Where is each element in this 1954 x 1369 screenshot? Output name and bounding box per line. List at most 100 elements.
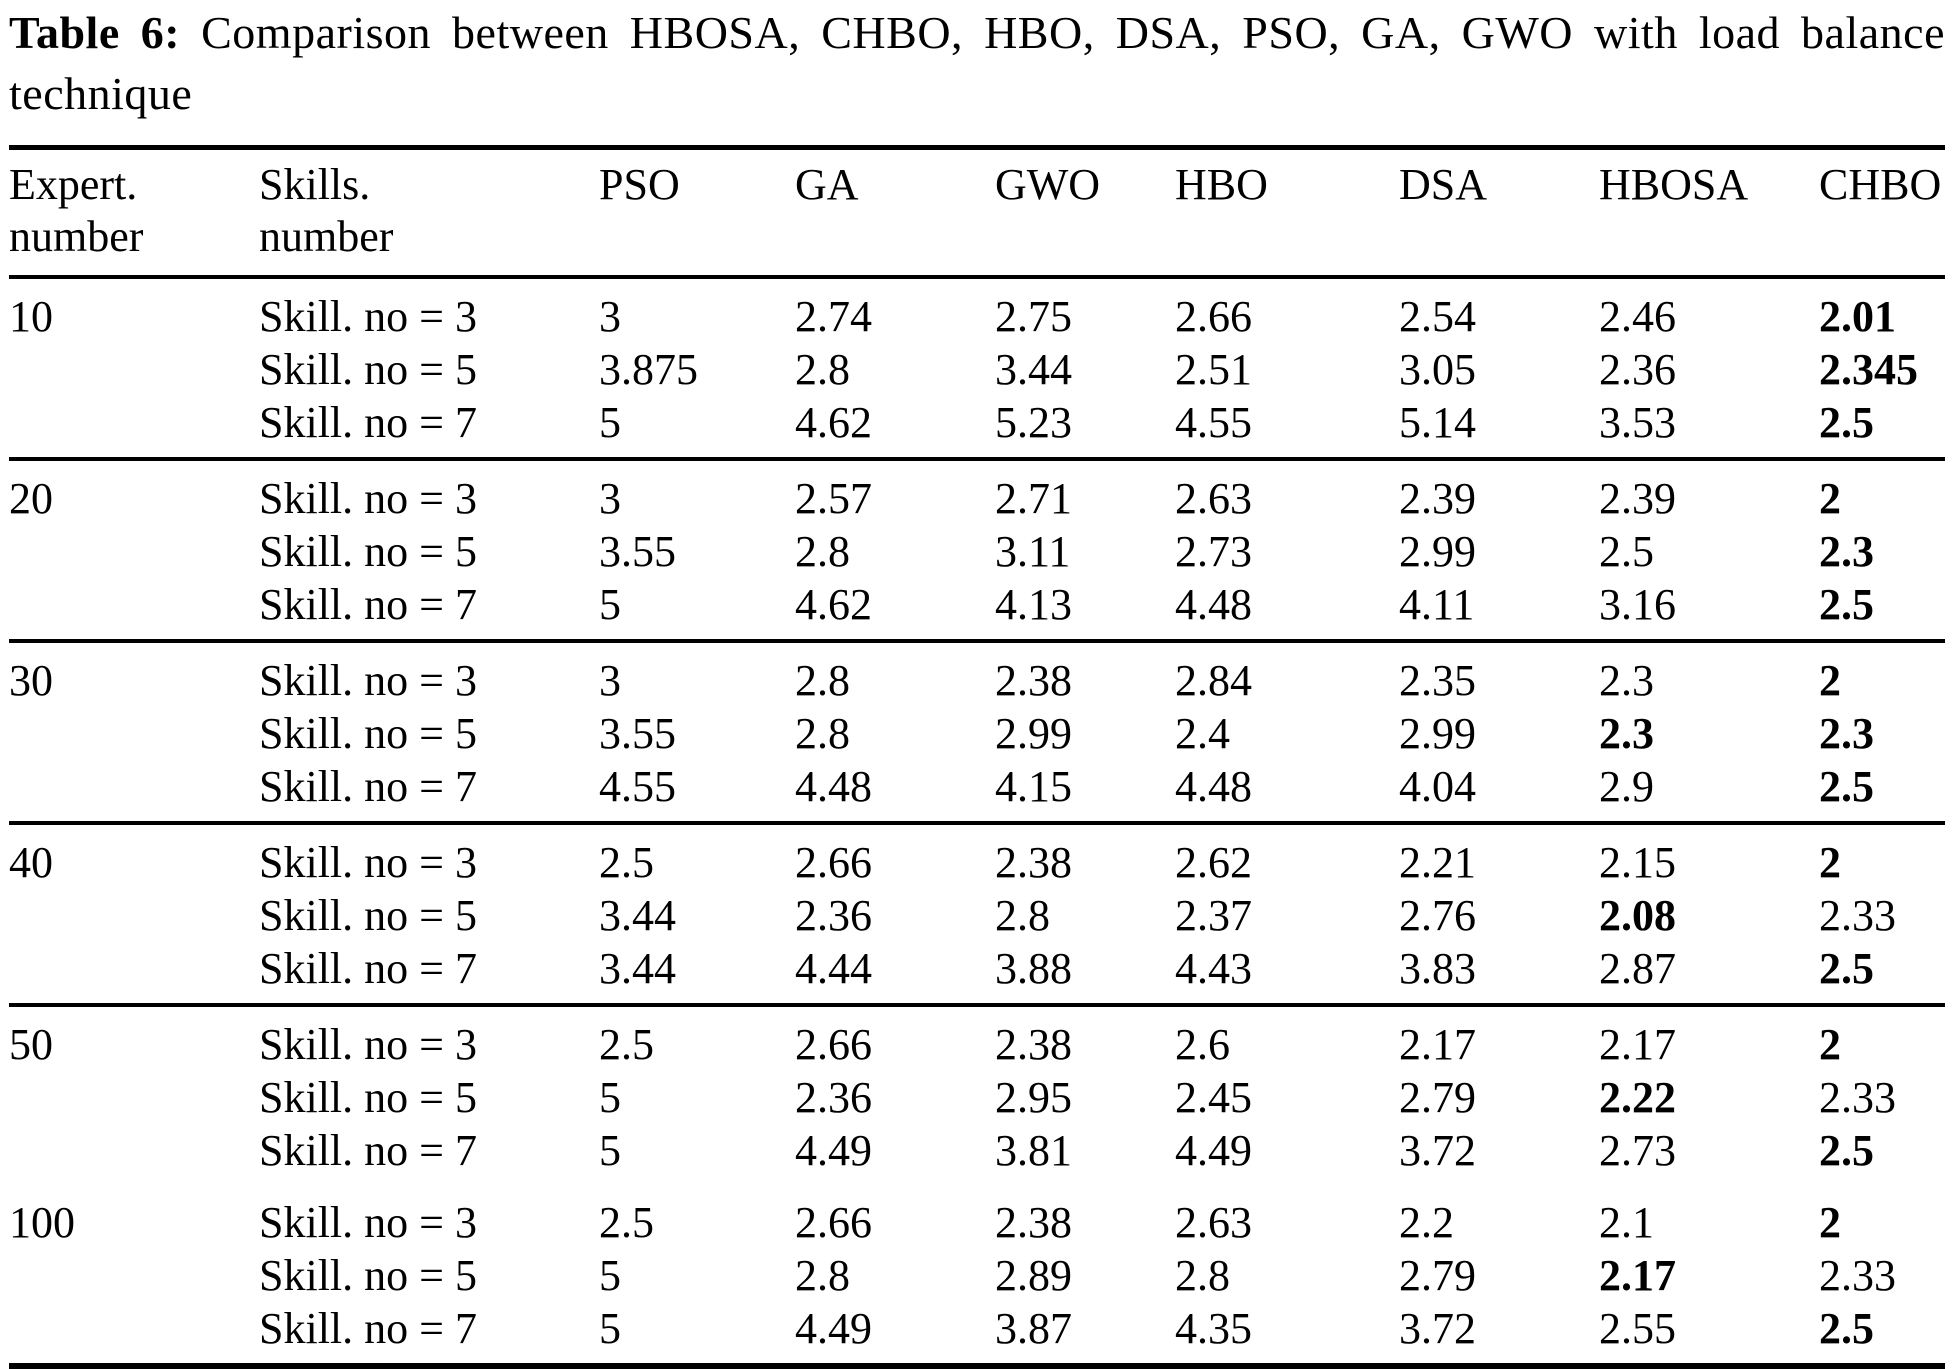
value-cell-chbo: 2 [1819,1198,1841,1247]
value-cell-chbo: 2.345 [1819,345,1918,394]
col-header-dsa: DSA [1399,147,1599,279]
value-cell-dsa: 3.72 [1399,1304,1476,1353]
value-cell-hbosa: 2.73 [1599,1126,1676,1175]
value-cell-gwo: 3.87 [995,1304,1072,1353]
value-cell-ga: 4.49 [795,1126,872,1175]
value-cell-hbo: 4.35 [1175,1304,1252,1353]
table-row: Skill. no = 7 3.44 4.44 3.88 4.43 3.83 2.87 2.5 [9,942,1945,1005]
value-cell-gwo: 2.89 [995,1251,1072,1300]
skills-number-cell: Skill. no = 7 [259,944,477,993]
value-cell-hbosa: 2.36 [1599,345,1676,394]
skills-number-cell: Skill. no = 7 [259,398,477,447]
value-cell-hbo: 2.6 [1175,1020,1230,1069]
table-row: 20 Skill. no = 3 3 2.57 2.71 2.63 2.39 2.39 2 [9,459,1945,525]
value-cell-chbo: 2.01 [1819,292,1896,341]
value-cell-pso: 2.5 [599,838,654,887]
value-cell-hbosa: 2.22 [1599,1073,1676,1122]
value-cell-hbo: 2.84 [1175,656,1252,705]
value-cell-pso: 3.875 [599,345,698,394]
table-row: Skill. no = 5 5 2.8 2.89 2.8 2.79 2.17 2.33 [9,1249,1945,1302]
value-cell-dsa: 2.79 [1399,1073,1476,1122]
table-row: Skill. no = 5 3.44 2.36 2.8 2.37 2.76 2.08 2.33 [9,889,1945,942]
value-cell-hbosa: 2.17 [1599,1251,1676,1300]
value-cell-dsa: 2.99 [1399,527,1476,576]
value-cell-dsa: 3.83 [1399,944,1476,993]
skills-number-cell: Skill. no = 7 [259,1304,477,1353]
table-caption: Table 6: Comparison between HBOSA, CHBO,… [9,2,1945,124]
table-row: Skill. no = 7 5 4.49 3.81 4.49 3.72 2.73 2.5 [9,1124,1945,1185]
value-cell-pso: 5 [599,1304,621,1353]
value-cell-pso: 4.55 [599,762,676,811]
value-cell-hbosa: 2.3 [1599,709,1654,758]
value-cell-gwo: 2.8 [995,891,1050,940]
value-cell-hbosa: 2.15 [1599,838,1676,887]
value-cell-dsa: 5.14 [1399,398,1476,447]
value-cell-ga: 2.8 [795,527,850,576]
value-cell-hbosa: 3.53 [1599,398,1676,447]
value-cell-dsa: 2.21 [1399,838,1476,887]
value-cell-ga: 2.8 [795,345,850,394]
table-row: Skill. no = 5 3.875 2.8 3.44 2.51 3.05 2.36 2.3… [9,343,1945,396]
table-row: 40 Skill. no = 3 2.5 2.66 2.38 2.62 2.21 2.15 2 [9,823,1945,889]
expert-group-40: 40 Skill. no = 3 2.5 2.66 2.38 2.62 2.21 2.15 2 S… [9,823,1945,1005]
skills-number-cell: Skill. no = 5 [259,891,477,940]
skills-number-cell: Skill. no = 7 [259,1126,477,1175]
value-cell-ga: 2.36 [795,891,872,940]
skills-number-cell: Skill. no = 3 [259,1020,477,1069]
value-cell-hbo: 2.45 [1175,1073,1252,1122]
table-row: Skill. no = 5 3.55 2.8 2.99 2.4 2.99 2.3 2.3 [9,707,1945,760]
value-cell-dsa: 2.35 [1399,656,1476,705]
value-cell-hbosa: 2.3 [1599,656,1654,705]
value-cell-gwo: 4.15 [995,762,1072,811]
table-row: Skill. no = 7 5 4.49 3.87 4.35 3.72 2.55 2.5 [9,1302,1945,1366]
table-row: 30 Skill. no = 3 3 2.8 2.38 2.84 2.35 2.3 2 [9,641,1945,707]
col-header-ga: GA [795,147,995,279]
header-row: Expert. number Skills. number PSO GA GWO H… [9,147,1945,279]
value-cell-dsa: 2.2 [1399,1198,1454,1247]
skills-number-cell: Skill. no = 5 [259,1073,477,1122]
table-row: Skill. no = 7 4.55 4.48 4.15 4.48 4.04 2.9 2.5 [9,760,1945,823]
table-row: Skill. no = 7 5 4.62 4.13 4.48 4.11 3.16 2.5 [9,578,1945,641]
value-cell-hbo: 2.66 [1175,292,1252,341]
value-cell-hbosa: 2.39 [1599,474,1676,523]
col-header-pso: PSO [599,147,795,279]
table-row: 50 Skill. no = 3 2.5 2.66 2.38 2.6 2.17 2.17 2 [9,1005,1945,1071]
table-caption-text: Comparison between HBOSA, CHBO, HBO, DSA… [9,7,1946,119]
value-cell-hbosa: 2.17 [1599,1020,1676,1069]
expert-group-20: 20 Skill. no = 3 3 2.57 2.71 2.63 2.39 2.39 2 Ski… [9,459,1945,641]
table-row: Skill. no = 5 3.55 2.8 3.11 2.73 2.99 2.5 2.3 [9,525,1945,578]
value-cell-chbo: 2 [1819,1020,1841,1069]
value-cell-hbo: 2.4 [1175,709,1230,758]
expert-number-cell: 40 [9,838,53,887]
header-line: Skills. [259,160,371,209]
expert-group-30: 30 Skill. no = 3 3 2.8 2.38 2.84 2.35 2.3 2 Skill… [9,641,1945,823]
value-cell-hbosa: 2.08 [1599,891,1676,940]
col-header-hbosa: HBOSA [1599,147,1819,279]
value-cell-ga: 4.62 [795,580,872,629]
value-cell-hbo: 4.55 [1175,398,1252,447]
value-cell-dsa: 4.11 [1399,580,1475,629]
value-cell-gwo: 2.71 [995,474,1072,523]
skills-number-cell: Skill. no = 3 [259,838,477,887]
value-cell-gwo: 5.23 [995,398,1072,447]
value-cell-chbo: 2.3 [1819,527,1874,576]
value-cell-ga: 2.66 [795,1198,872,1247]
value-cell-chbo: 2 [1819,838,1841,887]
value-cell-gwo: 3.88 [995,944,1072,993]
header-line: number [9,212,144,261]
value-cell-ga: 2.8 [795,709,850,758]
value-cell-hbo: 2.62 [1175,838,1252,887]
skills-number-cell: Skill. no = 5 [259,345,477,394]
value-cell-gwo: 2.99 [995,709,1072,758]
value-cell-hbosa: 2.55 [1599,1304,1676,1353]
value-cell-hbo: 4.49 [1175,1126,1252,1175]
table-row: Skill. no = 7 5 4.62 5.23 4.55 5.14 3.53 2.5 [9,396,1945,459]
header-line: Expert. [9,160,138,209]
value-cell-gwo: 3.11 [995,527,1071,576]
value-cell-pso: 2.5 [599,1020,654,1069]
value-cell-pso: 5 [599,1073,621,1122]
value-cell-hbo: 4.43 [1175,944,1252,993]
skills-number-cell: Skill. no = 5 [259,527,477,576]
value-cell-pso: 5 [599,1251,621,1300]
value-cell-ga: 4.62 [795,398,872,447]
